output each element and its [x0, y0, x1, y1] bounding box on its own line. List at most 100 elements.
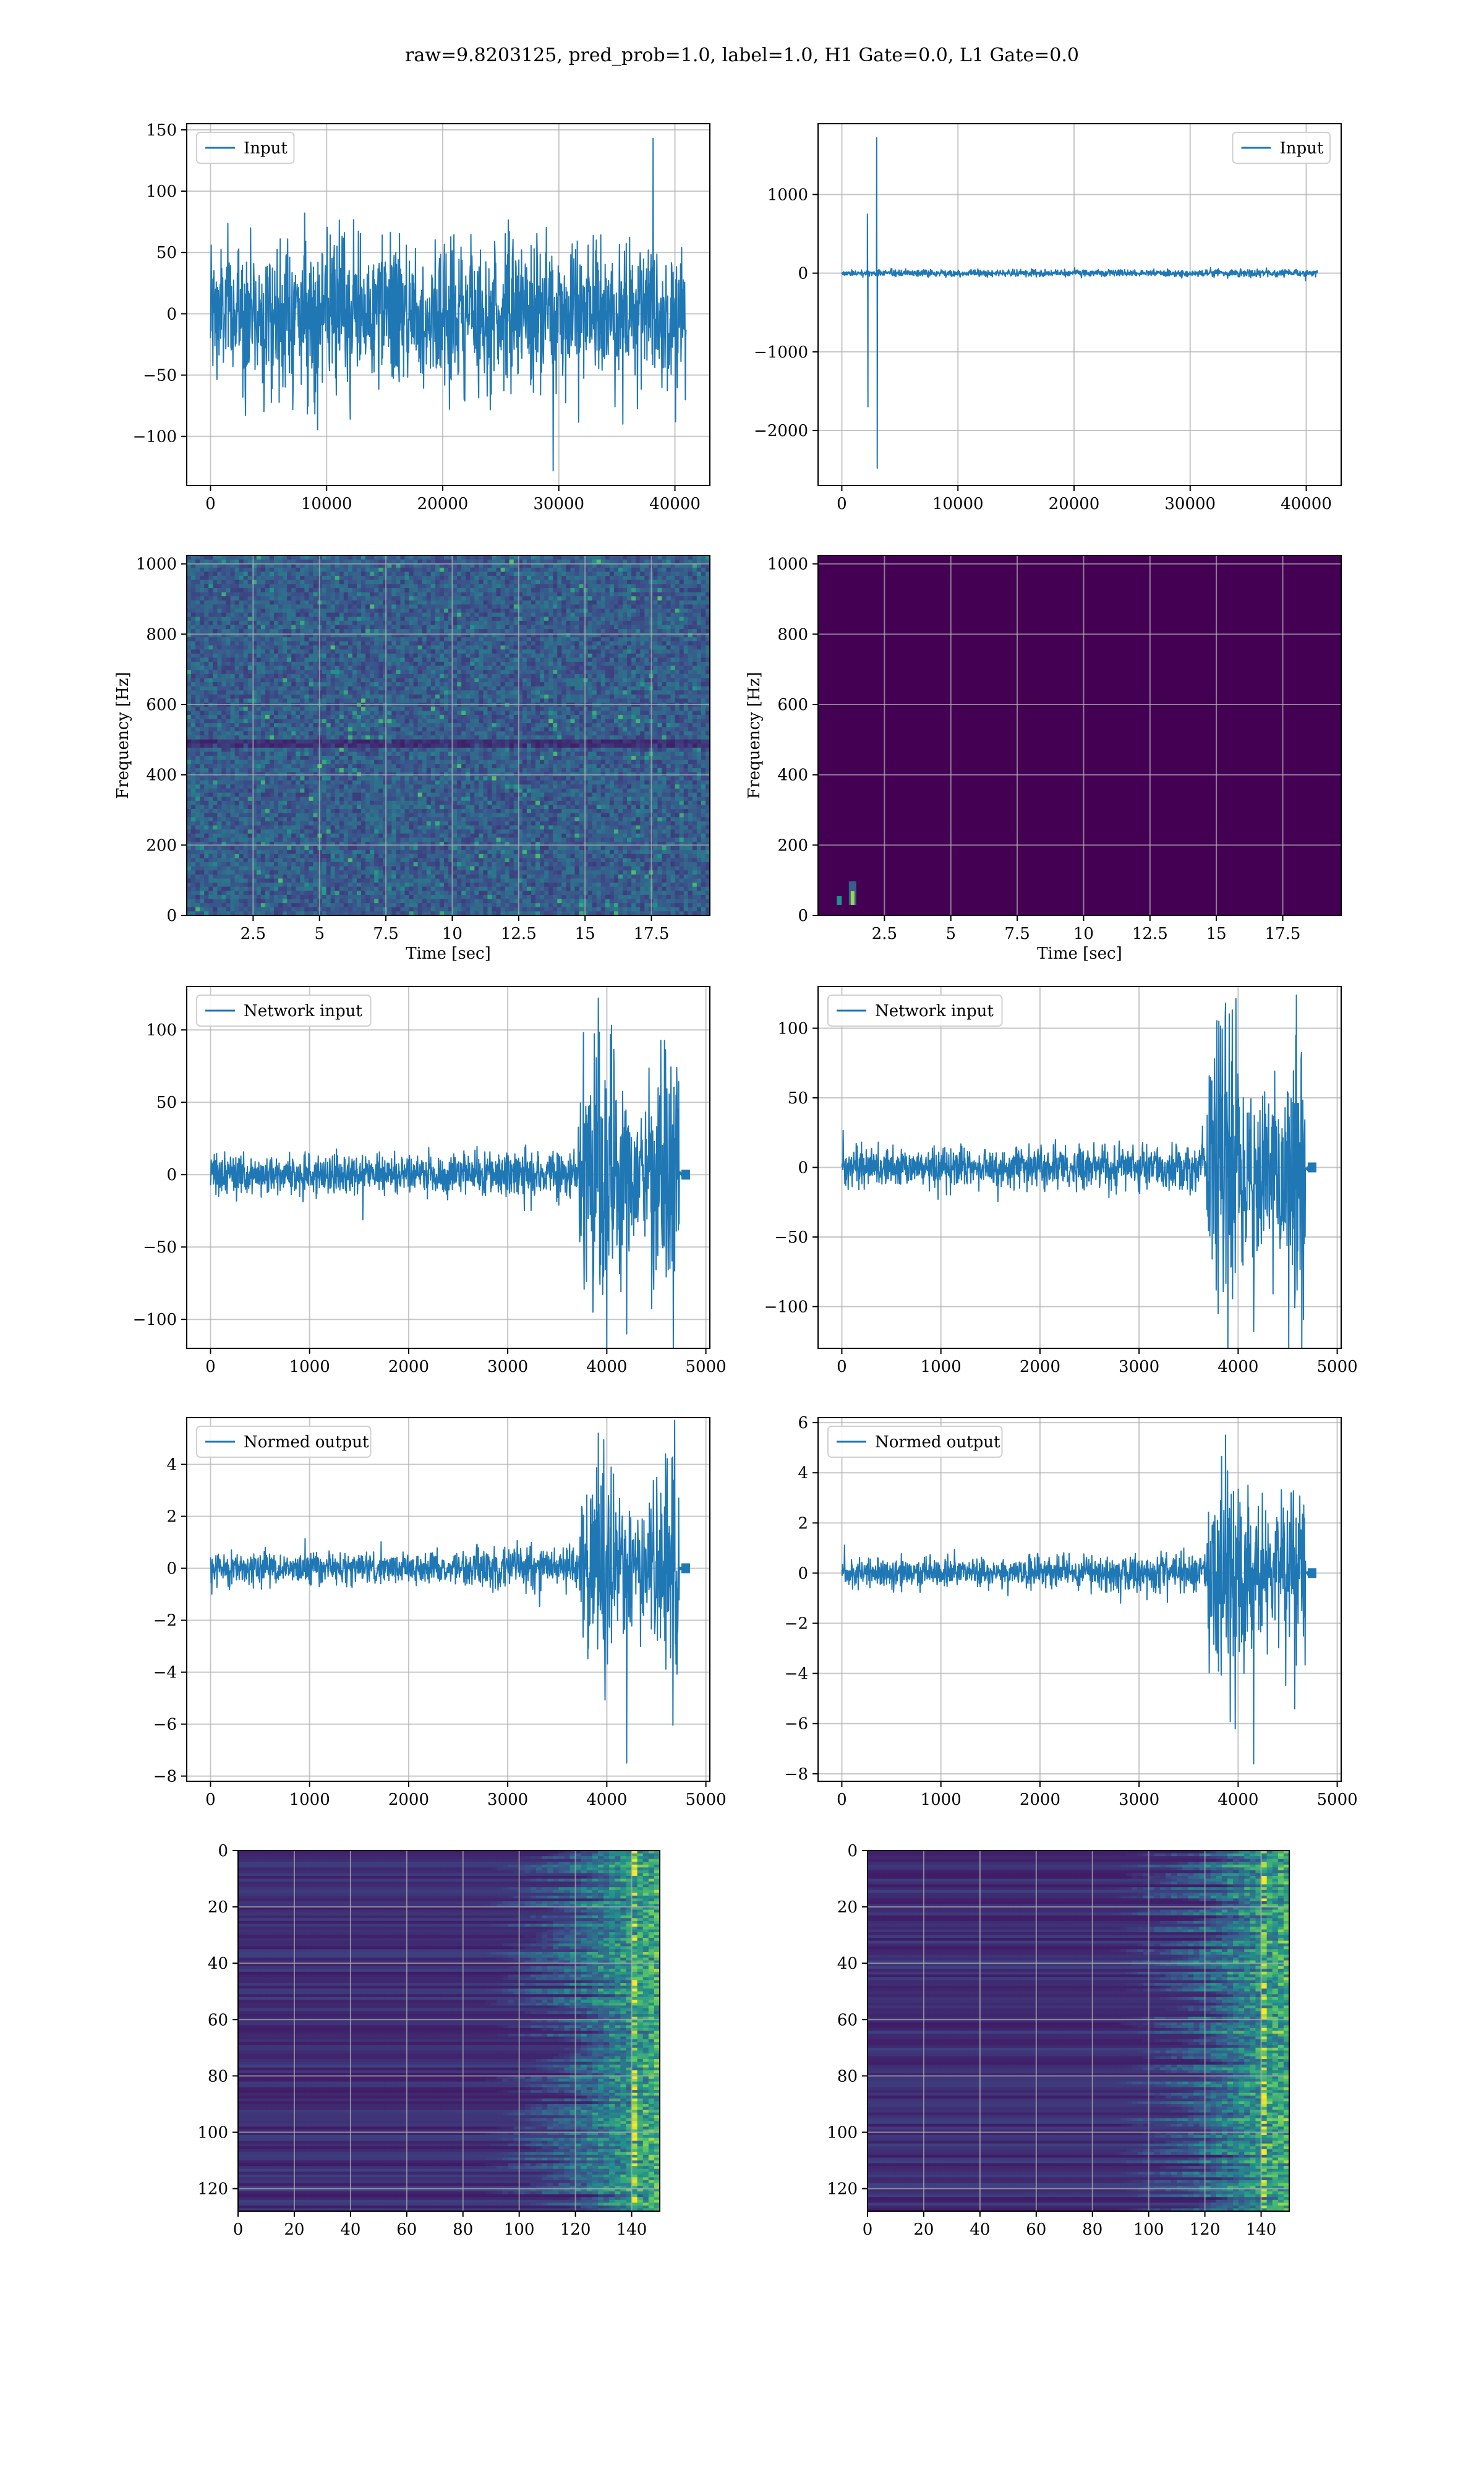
- grid-lines: [237, 1850, 660, 2211]
- x-tick-label: 20000: [1049, 495, 1100, 513]
- x-tick-label: 10000: [301, 495, 352, 513]
- x-tick-label: 4000: [1217, 1791, 1258, 1809]
- x-tick-label: 60: [1026, 2220, 1046, 2239]
- x-axis-label: Time [sec]: [1037, 944, 1122, 963]
- x-tick-label: 4000: [586, 1358, 627, 1376]
- y-tick-label: 20: [208, 1898, 228, 1917]
- y-tick-label: −8: [153, 1768, 177, 1786]
- legend: Input: [196, 132, 295, 164]
- y-tick-label: 40: [837, 1954, 858, 1973]
- x-tick-label: 3000: [1119, 1358, 1159, 1376]
- y-tick-label: −6: [785, 1715, 808, 1734]
- x-tick-label: 20000: [417, 495, 469, 513]
- x-tick-label: 140: [616, 2220, 647, 2239]
- y-tick-label: 20: [837, 1898, 858, 1917]
- y-tick-label: 0: [166, 1560, 177, 1578]
- y-tick-label: 80: [208, 2067, 228, 2086]
- x-tick-label: 120: [560, 2220, 591, 2239]
- chart-network-input-l1: 0 1000 2000 3000 4000 5000 −100 −50 0 50 100 Networ…: [764, 986, 1358, 1376]
- x-tick-label: 40: [340, 2220, 360, 2239]
- x-tick-label: 17.5: [634, 925, 670, 943]
- x-tick-label: 12.5: [1132, 925, 1168, 943]
- y-tick-label: −100: [133, 428, 177, 447]
- series-line: [841, 994, 1310, 1349]
- x-tick-label: 100: [504, 2220, 535, 2239]
- x-tick-label: 80: [1082, 2220, 1102, 2239]
- x-tick-label: 0: [205, 1358, 216, 1376]
- y-tick-label: 40: [208, 1954, 228, 1973]
- axis-ticks: 0 1000 2000 3000 4000 5000 −8 −6 −4 −2 0 2 4 6: [785, 1414, 1358, 1809]
- legend-box: [1232, 132, 1331, 164]
- x-tick-label: 1000: [289, 1358, 330, 1376]
- chart-feature-map-h1: 0 20 40 60 80 100 120 140 0 20 40 60 80 100 120: [197, 1842, 660, 2239]
- series-tail-marker: [681, 1170, 690, 1180]
- x-tick-label: 17.5: [1265, 925, 1301, 943]
- x-tick-label: 1000: [921, 1791, 962, 1809]
- y-tick-label: 2: [166, 1508, 177, 1526]
- legend-box: [827, 1426, 1003, 1458]
- axis-ticks: 0 1000 2000 3000 4000 5000 −8 −6 −4 −2 0 2 4: [153, 1456, 727, 1809]
- series-line: [210, 1419, 684, 1764]
- heatmap-cells: [868, 1851, 1290, 2212]
- x-tick-label: 40000: [649, 495, 701, 513]
- y-tick-label: 200: [777, 836, 808, 855]
- x-tick-label: 15: [575, 925, 595, 943]
- y-tick-label: 1000: [767, 186, 808, 204]
- x-tick-label: 0: [205, 1791, 216, 1809]
- x-tick-label: 12.5: [501, 925, 537, 943]
- x-tick-label: 0: [837, 495, 847, 513]
- y-tick-label: 100: [197, 2123, 228, 2142]
- y-tick-label: 100: [146, 182, 177, 201]
- y-tick-label: 0: [166, 1166, 177, 1184]
- x-tick-label: 0: [233, 2220, 244, 2239]
- y-tick-label: 2: [798, 1514, 808, 1533]
- legend-box: [196, 995, 372, 1027]
- y-tick-label: 800: [146, 625, 177, 644]
- axes-frame: [186, 123, 710, 486]
- x-tick-label: 0: [837, 1791, 847, 1809]
- x-tick-label: 5: [314, 925, 325, 943]
- chart-input-l1: 0 10000 20000 30000 40000 −2000 −1000 0 1000 Inpu…: [754, 123, 1342, 513]
- y-tick-label: −50: [143, 367, 177, 385]
- x-tick-label: 30000: [1164, 495, 1216, 513]
- x-tick-label: 2.5: [872, 925, 897, 943]
- x-tick-label: 120: [1190, 2220, 1221, 2239]
- figure-title: raw=9.8203125, pred_prob=1.0, label=1.0,…: [0, 45, 1484, 66]
- chart-network-input-h1: 0 1000 2000 3000 4000 5000 −100 −50 0 50 100 Networ…: [133, 986, 727, 1376]
- y-tick-label: 0: [798, 1159, 808, 1178]
- y-tick-label: 200: [146, 836, 177, 855]
- axes-frame: [186, 555, 710, 916]
- x-tick-label: 0: [837, 1358, 847, 1376]
- y-tick-label: 150: [146, 121, 177, 140]
- y-tick-label: 0: [166, 305, 177, 323]
- y-tick-label: 60: [208, 2011, 228, 2029]
- y-tick-label: 400: [146, 766, 177, 785]
- x-tick-label: 20: [284, 2220, 304, 2239]
- chart-normed-output-l1: 0 1000 2000 3000 4000 5000 −8 −6 −4 −2 0 2 4 6 Normed …: [785, 1414, 1358, 1809]
- series-line: [841, 1434, 1310, 1765]
- x-tick-label: 5000: [1317, 1358, 1358, 1376]
- series-tail-marker: [1307, 1162, 1316, 1173]
- y-tick-label: 4: [166, 1456, 177, 1475]
- y-tick-label: 4: [798, 1464, 808, 1483]
- legend-label: Input: [1280, 139, 1324, 158]
- chart-spectrogram-h1: 2.5 5 7.5 10 12.5 15 17.5 0 200 400 600 800 1000 Time…: [114, 555, 710, 963]
- y-axis-label: Frequency [Hz]: [745, 672, 764, 799]
- x-tick-label: 10: [1073, 925, 1094, 943]
- x-tick-label: 1000: [289, 1791, 330, 1809]
- x-tick-label: 5000: [686, 1791, 727, 1809]
- series-line: [210, 997, 684, 1349]
- axes-frame: [817, 1417, 1342, 1782]
- y-tick-label: 0: [218, 1842, 228, 1860]
- x-tick-label: 40: [970, 2220, 990, 2239]
- y-tick-label: 0: [847, 1842, 858, 1860]
- x-tick-label: 7.5: [1004, 925, 1030, 943]
- heatmap-cells: [187, 555, 710, 916]
- x-tick-label: 0: [205, 495, 216, 513]
- y-tick-label: 800: [777, 625, 808, 644]
- y-tick-label: 50: [788, 1089, 808, 1108]
- legend: Normed output: [827, 1426, 1003, 1458]
- x-tick-label: 2000: [388, 1791, 429, 1809]
- legend: Network input: [196, 995, 372, 1027]
